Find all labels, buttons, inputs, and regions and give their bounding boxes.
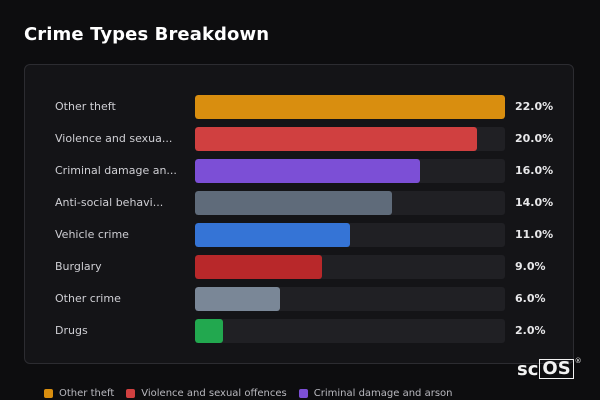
bar xyxy=(195,255,322,279)
bar-track xyxy=(195,223,505,247)
bar-row: Other theft 22.0% xyxy=(25,95,575,119)
bar-track xyxy=(195,127,505,151)
bar xyxy=(195,95,505,119)
bar xyxy=(195,319,223,343)
value-label: 6.0% xyxy=(515,292,546,305)
bar-track xyxy=(195,95,505,119)
value-label: 2.0% xyxy=(515,324,546,337)
category-label: Violence and sexua... xyxy=(55,132,173,145)
bar xyxy=(195,159,420,183)
bar-track xyxy=(195,319,505,343)
registered-mark: ® xyxy=(574,357,582,365)
value-label: 9.0% xyxy=(515,260,546,273)
legend-swatch xyxy=(44,388,53,398)
value-label: 11.0% xyxy=(515,228,554,241)
category-label: Burglary xyxy=(55,260,102,273)
value-label: 22.0% xyxy=(515,100,554,113)
bar xyxy=(195,127,477,151)
value-label: 20.0% xyxy=(515,132,554,145)
bar-track xyxy=(195,255,505,279)
bar xyxy=(195,287,280,311)
legend-label: Violence and sexual offences xyxy=(141,387,287,399)
legend-item: Criminal damage and arson xyxy=(298,387,453,399)
value-label: 14.0% xyxy=(515,196,554,209)
legend: Other theft Violence and sexual offences C… xyxy=(44,386,453,400)
legend-label: Other theft xyxy=(59,387,115,399)
scos-logo: sc OS ® xyxy=(517,357,582,380)
legend-item: Violence and sexual offences xyxy=(126,388,287,399)
bar-track xyxy=(195,159,505,183)
category-label: Vehicle crime xyxy=(55,228,129,241)
category-label: Drugs xyxy=(55,324,88,337)
chart-panel: Other theft 22.0% Violence and sexua... 20.… xyxy=(24,64,574,364)
bar-row: Other crime 6.0% xyxy=(25,287,575,311)
legend-item: Other theft xyxy=(44,388,114,399)
bar-row: Criminal damage an... 16.0% xyxy=(25,159,575,183)
bar-track xyxy=(195,191,505,215)
legend-label: Criminal damage and arson xyxy=(313,387,453,399)
logo-text-sc: sc xyxy=(517,359,539,380)
bar-row: Burglary 9.0% xyxy=(25,255,575,279)
bar xyxy=(195,223,350,247)
category-label: Anti-social behavi... xyxy=(55,196,164,209)
legend-swatch xyxy=(298,388,308,398)
bar-row: Vehicle crime 11.0% xyxy=(25,223,575,247)
bar xyxy=(195,191,392,215)
logo-text-os: OS xyxy=(539,359,574,379)
bar-row: Violence and sexua... 20.0% xyxy=(25,127,575,151)
legend-swatch xyxy=(126,388,136,398)
category-label: Other crime xyxy=(55,292,121,305)
value-label: 16.0% xyxy=(515,164,554,177)
chart-title: Crime Types Breakdown xyxy=(24,24,270,45)
category-label: Other theft xyxy=(55,100,116,113)
bar-row: Drugs 2.0% xyxy=(25,319,575,343)
bar-row: Anti-social behavi... 14.0% xyxy=(25,191,575,215)
category-label: Criminal damage an... xyxy=(55,164,177,177)
bar-track xyxy=(195,287,505,311)
